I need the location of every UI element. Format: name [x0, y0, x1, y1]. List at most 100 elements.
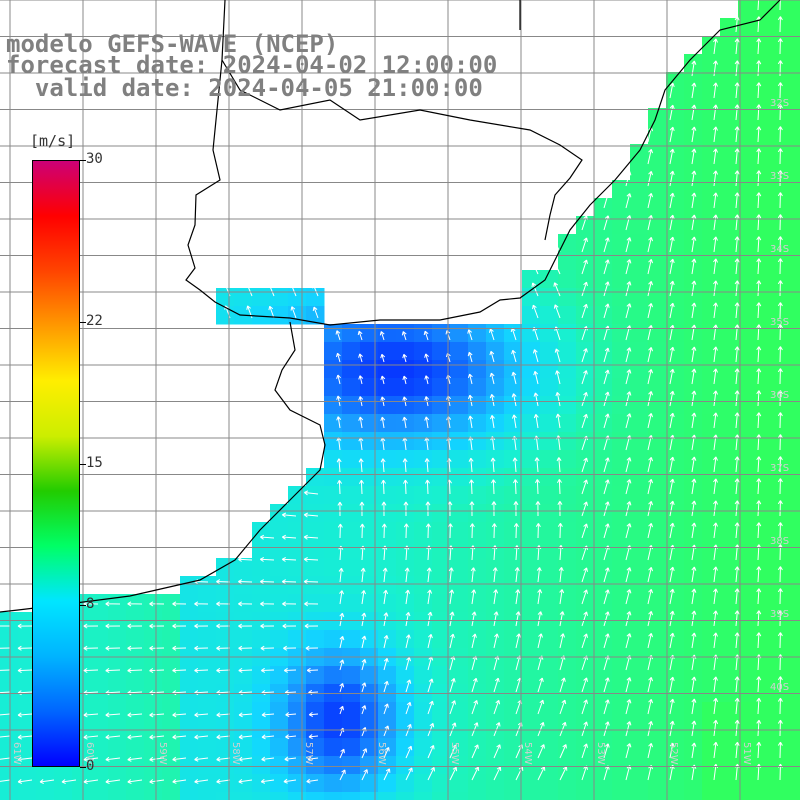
wind-speed-cell [720, 594, 739, 613]
wind-arrow [691, 742, 697, 759]
wind-arrow [625, 523, 632, 539]
wind-arrow [777, 104, 783, 121]
wind-arrow [489, 372, 495, 385]
wind-speed-cell [450, 792, 469, 800]
wind-arrow [581, 457, 588, 473]
wind-speed-cell [486, 738, 505, 757]
wind-arrow [260, 645, 275, 651]
wind-speed-cell [576, 576, 595, 595]
wind-arrow [194, 734, 209, 740]
wind-arrow [756, 368, 762, 385]
wind-arrow [449, 633, 455, 649]
wind-speed-cell [720, 666, 739, 685]
wind-arrow [17, 667, 33, 673]
wind-speed-cell [126, 738, 145, 757]
wind-speed-cell [702, 396, 721, 415]
wind-arrow [511, 371, 517, 385]
wind-arrow [381, 501, 387, 517]
wind-arrow [756, 478, 762, 495]
wind-arrow [0, 757, 11, 761]
wind-speed-cell [450, 522, 469, 541]
wind-speed-cell [594, 666, 613, 685]
wind-speed-cell [126, 792, 145, 800]
wind-speed-cell [720, 108, 739, 127]
wind-arrow [691, 192, 697, 209]
wind-speed-cell [738, 450, 757, 469]
wind-speed-cell [468, 324, 487, 343]
wind-speed-cell [756, 450, 775, 469]
wind-speed-cell [288, 612, 307, 631]
wind-speed-cell [414, 378, 433, 397]
wind-speed-cell [288, 288, 307, 307]
colorbar-tick-mark [80, 463, 86, 465]
wind-speed-cell [342, 756, 361, 775]
wind-arrow [647, 280, 654, 297]
wind-speed-cell [666, 270, 685, 289]
wind-speed-cell [126, 666, 145, 685]
wind-speed-cell [756, 198, 775, 217]
wind-arrow [647, 676, 654, 693]
wind-arrow [537, 589, 543, 605]
wind-speed-cell [432, 738, 451, 757]
wind-speed-cell [522, 288, 541, 307]
wind-speed-cell [288, 504, 307, 523]
wind-speed-cell [378, 738, 397, 757]
wind-speed-cell [540, 360, 559, 379]
wind-arrow [471, 744, 479, 759]
wind-arrow [756, 126, 762, 143]
wind-speed-cell [612, 540, 631, 559]
wind-speed-cell [756, 774, 775, 793]
wind-speed-cell [432, 702, 451, 721]
wind-arrow [303, 512, 319, 518]
wind-arrow [510, 305, 517, 319]
wind-speed-cell [792, 594, 800, 613]
wind-speed-cell [792, 288, 800, 307]
wind-arrow [261, 756, 275, 762]
wind-arrow [492, 567, 498, 583]
wind-arrow [149, 734, 165, 740]
wind-arrow [756, 632, 762, 649]
colorbar-tick-mark [80, 321, 86, 323]
wind-arrow [308, 734, 319, 740]
wind-speed-cell [702, 360, 721, 379]
wind-speed-cell [630, 162, 649, 181]
wind-speed-cell [324, 342, 343, 361]
wind-speed-cell [504, 756, 523, 775]
wind-speed-cell [468, 540, 487, 559]
latitude-label: 40S [770, 682, 789, 693]
wind-speed-cell [468, 342, 487, 361]
wind-arrow [603, 743, 610, 759]
wind-speed-cell [774, 486, 793, 505]
wind-speed-cell [720, 522, 739, 541]
wind-speed-cell [702, 774, 721, 793]
wind-speed-cell [594, 342, 613, 361]
wind-speed-cell [378, 558, 397, 577]
wind-speed-cell [792, 54, 800, 73]
wind-speed-cell [270, 558, 289, 577]
wind-arrow [449, 678, 456, 693]
wind-speed-cell [792, 612, 800, 631]
wind-speed-cell [630, 234, 649, 253]
wind-speed-cell [576, 270, 595, 289]
wind-arrow [777, 588, 783, 605]
wind-speed-cell [594, 612, 613, 631]
wind-arrow [0, 691, 11, 694]
wind-arrow [625, 743, 632, 759]
wind-speed-cell [198, 630, 217, 649]
wind-speed-cell [378, 504, 397, 523]
longitude-label: 57W [303, 742, 314, 765]
wind-arrow [283, 667, 297, 673]
wind-speed-cell [792, 702, 800, 721]
wind-arrow [713, 719, 719, 737]
wind-arrow [756, 522, 762, 539]
wind-arrow [238, 756, 253, 762]
wind-speed-cell [756, 288, 775, 307]
wind-speed-cell [324, 756, 343, 775]
wind-arrow [83, 734, 99, 740]
wind-arrow [337, 501, 343, 517]
wind-speed-cell [540, 468, 559, 487]
wind-arrow [380, 375, 386, 385]
wind-speed-cell [792, 792, 800, 800]
wind-arrow [405, 767, 413, 781]
wind-arrow [557, 522, 563, 539]
